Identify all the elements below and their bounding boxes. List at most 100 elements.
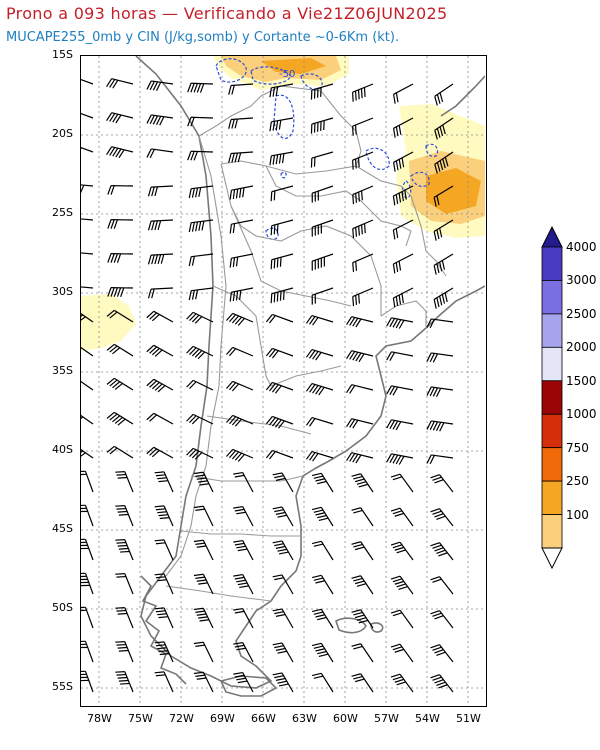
wind-barb — [426, 352, 454, 363]
wind-barb — [146, 310, 174, 323]
wind-barb — [392, 287, 414, 308]
lon-label: 72W — [169, 712, 194, 725]
wind-barb — [434, 83, 454, 106]
wind-barb — [147, 219, 174, 231]
colorbar-label: 2500 — [566, 306, 597, 321]
lon-label: 78W — [87, 712, 112, 725]
wind-barb — [352, 287, 374, 307]
wind-barb — [311, 672, 334, 693]
wind-barb — [233, 671, 254, 693]
wind-barb — [146, 412, 174, 425]
wind-barb — [65, 75, 94, 86]
wind-barb — [434, 117, 454, 140]
colorbar — [532, 225, 572, 570]
wind-barb — [265, 415, 294, 429]
cin-contour-label: -50 — [279, 69, 295, 80]
argentina-provinces-pampa — [270, 365, 342, 387]
wind-barb — [193, 505, 214, 527]
argentina-provinces-cuyo — [212, 285, 272, 387]
wind-barb — [233, 607, 254, 629]
wind-barb — [310, 151, 334, 168]
wind-barb — [390, 575, 414, 595]
colorbar-label: 2000 — [566, 340, 597, 355]
wind-barb — [75, 606, 94, 629]
wind-barb — [430, 576, 454, 595]
wind-barb — [352, 219, 374, 239]
colorbar-segment — [541, 447, 563, 482]
wind-barb — [233, 505, 254, 527]
map-subtitle: MUCAPE255_0mb y CIN (J/kg,somb) y Cortan… — [6, 30, 400, 45]
wind-barb — [386, 351, 414, 361]
wind-barb — [187, 82, 214, 93]
wind-barb — [187, 150, 214, 161]
bolivia-border — [198, 85, 362, 175]
wind-barb — [75, 470, 94, 493]
wind-barb — [270, 185, 294, 202]
cape-shading — [81, 56, 485, 351]
wind-barb — [154, 573, 174, 595]
colorbar-segment — [541, 514, 563, 549]
wind-barb — [65, 109, 94, 121]
wind-barb — [193, 671, 214, 693]
wind-barb — [390, 473, 414, 493]
colorbar-label: 1500 — [566, 373, 597, 388]
colorbar-label: 1000 — [566, 407, 597, 422]
lat-label: 35S — [52, 364, 73, 377]
colorbar-label: 100 — [566, 507, 589, 522]
wind-barb — [115, 539, 134, 561]
wind-barb — [311, 642, 334, 663]
wind-barb — [228, 117, 254, 129]
wind-barb — [390, 541, 414, 561]
wind-barb — [229, 185, 254, 200]
cin-contour-east-4 — [401, 180, 412, 199]
wind-barb — [229, 219, 254, 234]
wind-barb — [233, 539, 254, 561]
wind-barb — [265, 347, 294, 359]
wind-barb — [351, 609, 374, 629]
wind-barb — [311, 185, 334, 203]
wind-barb — [270, 219, 294, 236]
wind-barb — [75, 670, 94, 693]
wind-barb — [311, 506, 334, 527]
falkland-islands — [335, 617, 384, 634]
chile-argentina-border — [165, 135, 227, 577]
wind-barb — [106, 146, 134, 159]
wind-barb — [351, 473, 374, 493]
lon-label: 63W — [292, 712, 317, 725]
colorbar-label: 750 — [566, 440, 589, 455]
wind-barb — [426, 318, 454, 329]
wind-barb — [392, 151, 414, 172]
lat-lon-grid — [81, 56, 485, 705]
wind-barb — [351, 673, 374, 693]
wind-barb — [75, 504, 94, 527]
wind-barb — [310, 117, 334, 134]
wind-barb — [311, 608, 334, 629]
wind-barb — [272, 540, 294, 561]
wind-barb — [107, 185, 134, 195]
wind-barb — [106, 309, 134, 323]
wind-barbs — [65, 75, 454, 693]
wind-barb — [352, 151, 374, 170]
wind-barb — [390, 643, 414, 663]
uruguay-border — [380, 300, 427, 328]
wind-barb — [426, 454, 454, 465]
wind-barb — [66, 285, 94, 296]
wind-barb — [392, 219, 414, 240]
wind-barb — [75, 572, 94, 595]
wind-barb — [147, 253, 174, 265]
wind-barb — [272, 506, 294, 527]
wind-barb — [311, 287, 334, 305]
wind-barb — [107, 287, 134, 297]
colorbar-bottom-arrow — [541, 547, 563, 570]
atlantic-coast-north — [440, 75, 486, 117]
wind-barb — [229, 287, 254, 302]
wind-barb — [115, 573, 134, 595]
wind-barb — [106, 112, 134, 124]
wind-barb — [272, 574, 294, 595]
map-title: Prono a 093 horas — Verificando a Vie21Z… — [6, 4, 448, 23]
lat-label: 20S — [52, 127, 73, 140]
cape-area-east-core — [426, 168, 481, 214]
wind-barb — [272, 472, 294, 493]
wind-barb — [154, 671, 174, 693]
wind-barb — [265, 449, 294, 460]
